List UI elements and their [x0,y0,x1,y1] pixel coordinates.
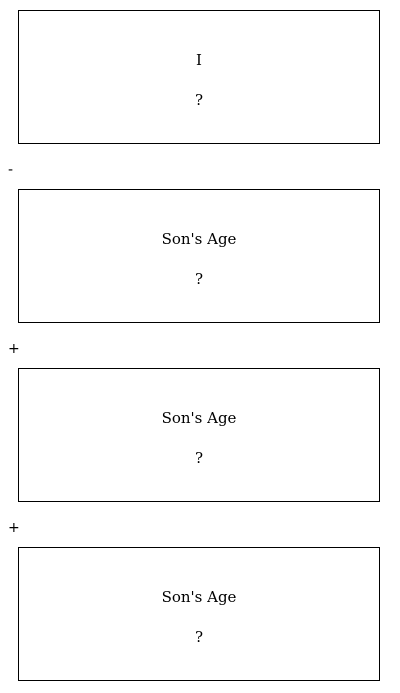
equation-term-card: Son's Age ? [18,368,380,502]
plus-operator: + [8,520,20,536]
term-label: Son's Age [161,409,237,427]
equation-term-card: I ? [18,10,380,144]
equation-term-card: Son's Age ? [18,547,380,681]
plus-operator: + [8,341,20,357]
term-value: ? [194,91,204,109]
term-label: Son's Age [161,230,237,248]
minus-operator: - [8,162,14,178]
term-value: ? [194,449,204,467]
term-label: Son's Age [161,588,237,606]
term-value: ? [194,628,204,646]
term-label: I [196,51,202,69]
equation-term-card: Son's Age ? [18,189,380,323]
term-value: ? [194,270,204,288]
